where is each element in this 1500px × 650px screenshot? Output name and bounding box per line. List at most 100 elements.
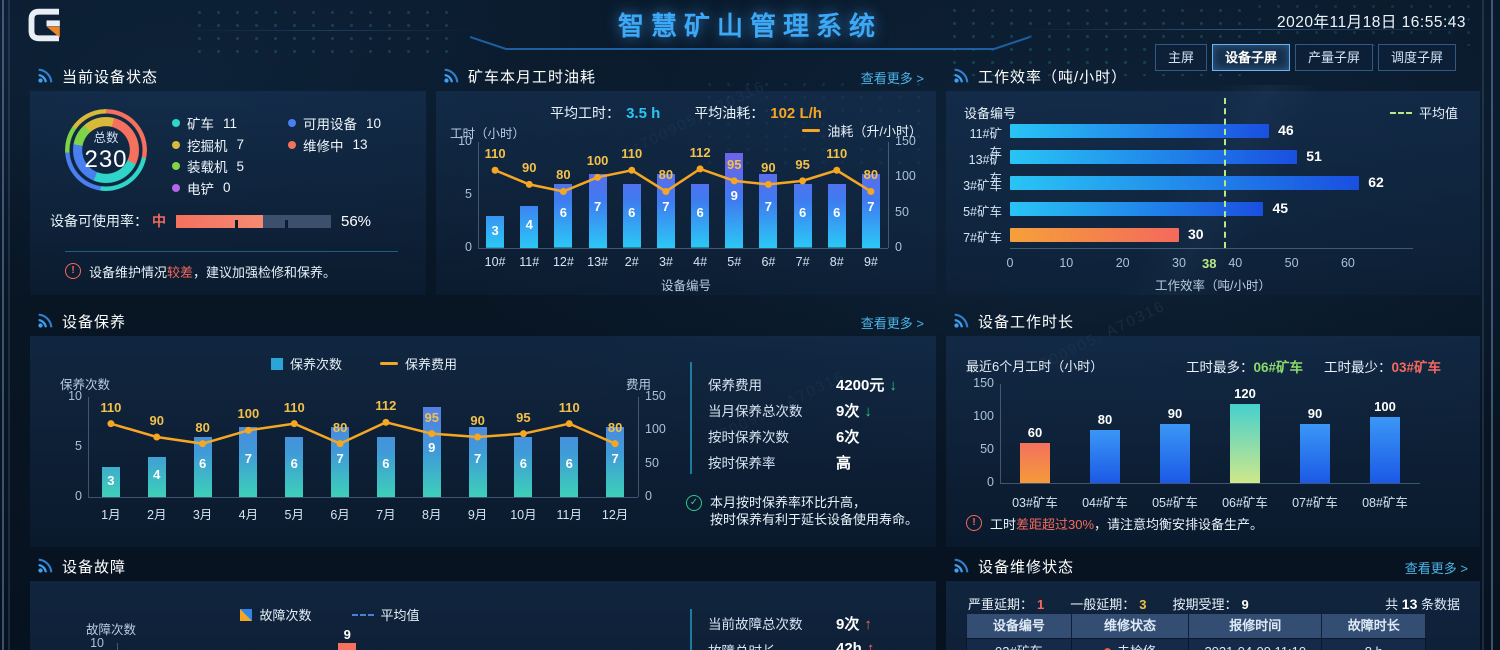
panel-header: 矿车本月工时油耗: [436, 63, 596, 89]
axis-line: [478, 142, 479, 248]
donut-legend-item[interactable]: 可用设备 10: [288, 113, 408, 133]
bar-value: 7: [593, 199, 602, 215]
x-tick-label: 7月: [376, 508, 396, 522]
line-value: 110: [621, 146, 643, 162]
panel-body: [30, 581, 936, 650]
y-category-label: 7#矿车: [963, 231, 1002, 245]
dashed-line-icon: [351, 613, 374, 616]
line-series: [491, 165, 875, 195]
x-tick-label: 7#: [795, 255, 810, 269]
usage-level: 中: [152, 213, 166, 229]
stat-value: 高: [836, 455, 852, 472]
y-category-label: 13#矿车: [968, 153, 1002, 186]
donut-legend-item[interactable]: 挖掘机 7: [172, 135, 292, 155]
legend-label: 保养次数: [289, 357, 342, 372]
tab-main-screen[interactable]: 主屏: [1154, 44, 1207, 71]
line-legend[interactable]: 油耗（升/小时）: [802, 121, 922, 140]
most-value: 06#矿车: [1253, 360, 1304, 375]
bar: [861, 173, 880, 248]
summary-value: 1: [1037, 597, 1045, 612]
line-value: 90: [522, 160, 537, 176]
panel-truck-fuel: 矿车本月工时油耗 查看更多 > 平均工时： 3.5 h 平均油耗： 102 L/h …: [436, 63, 936, 295]
hours-fuel-chart: 0 5 10 0 50 100 150 3 10# 4 11# 6 12# 7 13# 6 2# 7 3# 6 4# 9 5…: [444, 134, 928, 272]
x-tick-label: 5月: [284, 508, 304, 522]
y-axis-title: 工时（小时）: [450, 127, 526, 141]
summary-value: 3: [1139, 597, 1147, 612]
axis-line: [1010, 248, 1413, 249]
average-legend[interactable]: 平均值: [1389, 103, 1458, 122]
panel-title: 设备故障: [62, 558, 127, 576]
x-tick-label: 0: [1006, 256, 1014, 270]
donut-legend-item[interactable]: 维修中 13: [288, 135, 408, 155]
subtitle: 最近6个月工时（小时）: [966, 359, 1104, 374]
bar-value: 120: [1234, 385, 1256, 401]
usage-percent: 56%: [341, 212, 372, 230]
line-value: 90: [149, 413, 164, 428]
x-tick-label: 9月: [467, 508, 488, 522]
average-legend[interactable]: 平均值: [351, 605, 420, 624]
bar-legend[interactable]: 保养次数: [270, 354, 342, 373]
x-tick-label: 8月: [422, 508, 442, 522]
summary-item: 一般延期： 3: [1070, 594, 1146, 613]
y-tick-label: 5: [75, 439, 82, 453]
column-header: 维修状态: [1072, 614, 1190, 638]
bar: [239, 427, 258, 497]
donut-legend-item[interactable]: 电铲 0: [172, 178, 292, 198]
bar-value: 7: [611, 450, 619, 466]
split-swatch-icon: [240, 608, 253, 621]
y-axis-title: 保养次数: [60, 378, 111, 392]
donut-legend-item[interactable]: 矿车 11: [172, 113, 292, 133]
bar: [338, 643, 357, 650]
stat-value: 42h ↑: [836, 640, 874, 650]
bar: [422, 407, 441, 497]
usage-label: 设备可使用率：: [50, 213, 148, 229]
line-value: 100: [237, 406, 260, 422]
tab-output-subscreen[interactable]: 产量子屏: [1294, 44, 1373, 71]
legend-dot-icon: [172, 119, 180, 127]
summary-label: 严重延期：: [968, 597, 1034, 612]
least-hours: 工时最少：03#矿车: [1324, 360, 1442, 375]
tab-dispatch-subscreen[interactable]: 调度子屏: [1377, 44, 1456, 71]
bar: [1010, 228, 1179, 242]
view-more-link[interactable]: 查看更多 >: [1404, 561, 1468, 576]
x-tick-label: 8#: [829, 255, 844, 269]
bar-legend[interactable]: 故障次数: [240, 605, 312, 624]
line-value: 80: [658, 167, 674, 183]
panel-repair-status: 设备维修状态 查看更多 > 严重延期： 1 一般延期： 3 按期受理： 9 共 13 条数…: [946, 553, 1480, 650]
bar-value: 90: [1167, 405, 1183, 421]
status-text: 未检修: [1117, 644, 1156, 650]
y-category-label: 11#矿车: [969, 127, 1002, 160]
line-swatch-icon: [380, 362, 398, 365]
summary-item: 严重延期： 1: [968, 594, 1044, 613]
title-decoration: [470, 36, 1030, 50]
most-hours: 工时最多：06#矿车: [1186, 360, 1304, 375]
panel-title: 当前设备状态: [62, 68, 159, 86]
line-value: 112: [689, 144, 711, 160]
view-more-link[interactable]: 查看更多 >: [860, 316, 924, 331]
y-tick-label: 50: [980, 442, 994, 456]
usage-row: 设备可使用率： 中 56%: [50, 211, 371, 231]
signal-icon: [36, 312, 54, 330]
tab-device-subscreen[interactable]: 设备子屏: [1211, 44, 1290, 71]
averages-row: 平均工时： 3.5 h 平均油耗： 102 L/h: [436, 103, 936, 123]
view-more-link[interactable]: 查看更多 >: [860, 71, 924, 86]
arrow-down-icon: ↓: [864, 403, 872, 420]
bar-value: 7: [473, 450, 482, 466]
x-tick-label: 05#矿车: [1152, 496, 1198, 510]
bar-value: 30: [1187, 226, 1204, 242]
donut-legend-item[interactable]: 装载机 5: [172, 156, 292, 176]
bar-swatch-icon: [270, 357, 283, 370]
maintenance-note: ✓ 本月按时保养率环比升高， 按时保养有利于延长设备使用寿命。: [686, 494, 936, 528]
panel-maintenance: 设备保养 查看更多 > 保养次数 保养费用 保养次数 费用 0 5 10 0 50 100…: [30, 308, 936, 547]
dashed-line-icon: [1389, 111, 1412, 114]
bar-value: 4: [525, 216, 533, 232]
bar: [588, 173, 607, 248]
line-value: 80: [556, 167, 571, 183]
header-accent-line: [1020, 29, 1480, 30]
usage-progress-bar: [176, 214, 331, 228]
bar: [147, 457, 166, 497]
line-legend[interactable]: 保养费用: [380, 354, 457, 373]
y-tick-label: 5: [465, 187, 472, 201]
line-value: 110: [484, 146, 506, 162]
stat-label: 当前故障总次数: [708, 617, 803, 632]
